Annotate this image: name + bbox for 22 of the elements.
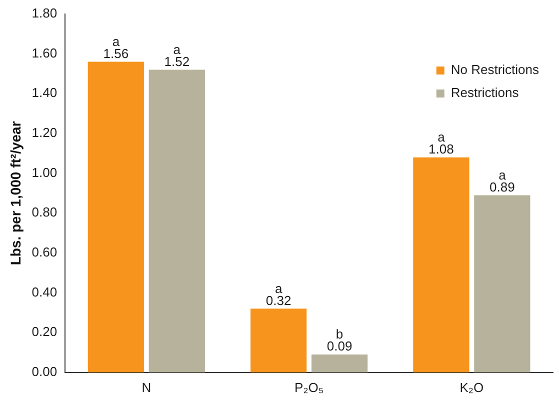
y-tick-label: 0.80 <box>32 204 58 220</box>
bar <box>148 70 205 372</box>
bar <box>250 308 307 372</box>
x-tick-label: K₂O <box>460 380 484 395</box>
y-tick-label: 0.60 <box>32 244 58 260</box>
x-tick-label: N <box>142 380 152 395</box>
x-tick-label: P₂O₅ <box>294 380 324 395</box>
bar <box>474 195 530 372</box>
bar <box>311 354 368 372</box>
y-tick-label: 1.00 <box>32 164 58 180</box>
y-tick-label: 0.40 <box>32 284 58 300</box>
y-tick-label: 0.00 <box>32 364 58 379</box>
y-tick-label: 0.20 <box>32 324 58 340</box>
legend-label: No Restrictions <box>450 62 540 78</box>
y-tick-label: 1.80 <box>32 6 58 21</box>
legend-label: Restrictions <box>450 85 520 100</box>
y-tick-label: 1.20 <box>32 125 58 140</box>
bar <box>88 62 144 372</box>
y-tick-label: 1.60 <box>32 45 58 60</box>
y-tick-label: 1.40 <box>32 85 58 100</box>
bar <box>413 157 470 372</box>
y-axis-title: Lbs. per 1,000 ft²/year <box>7 120 24 266</box>
